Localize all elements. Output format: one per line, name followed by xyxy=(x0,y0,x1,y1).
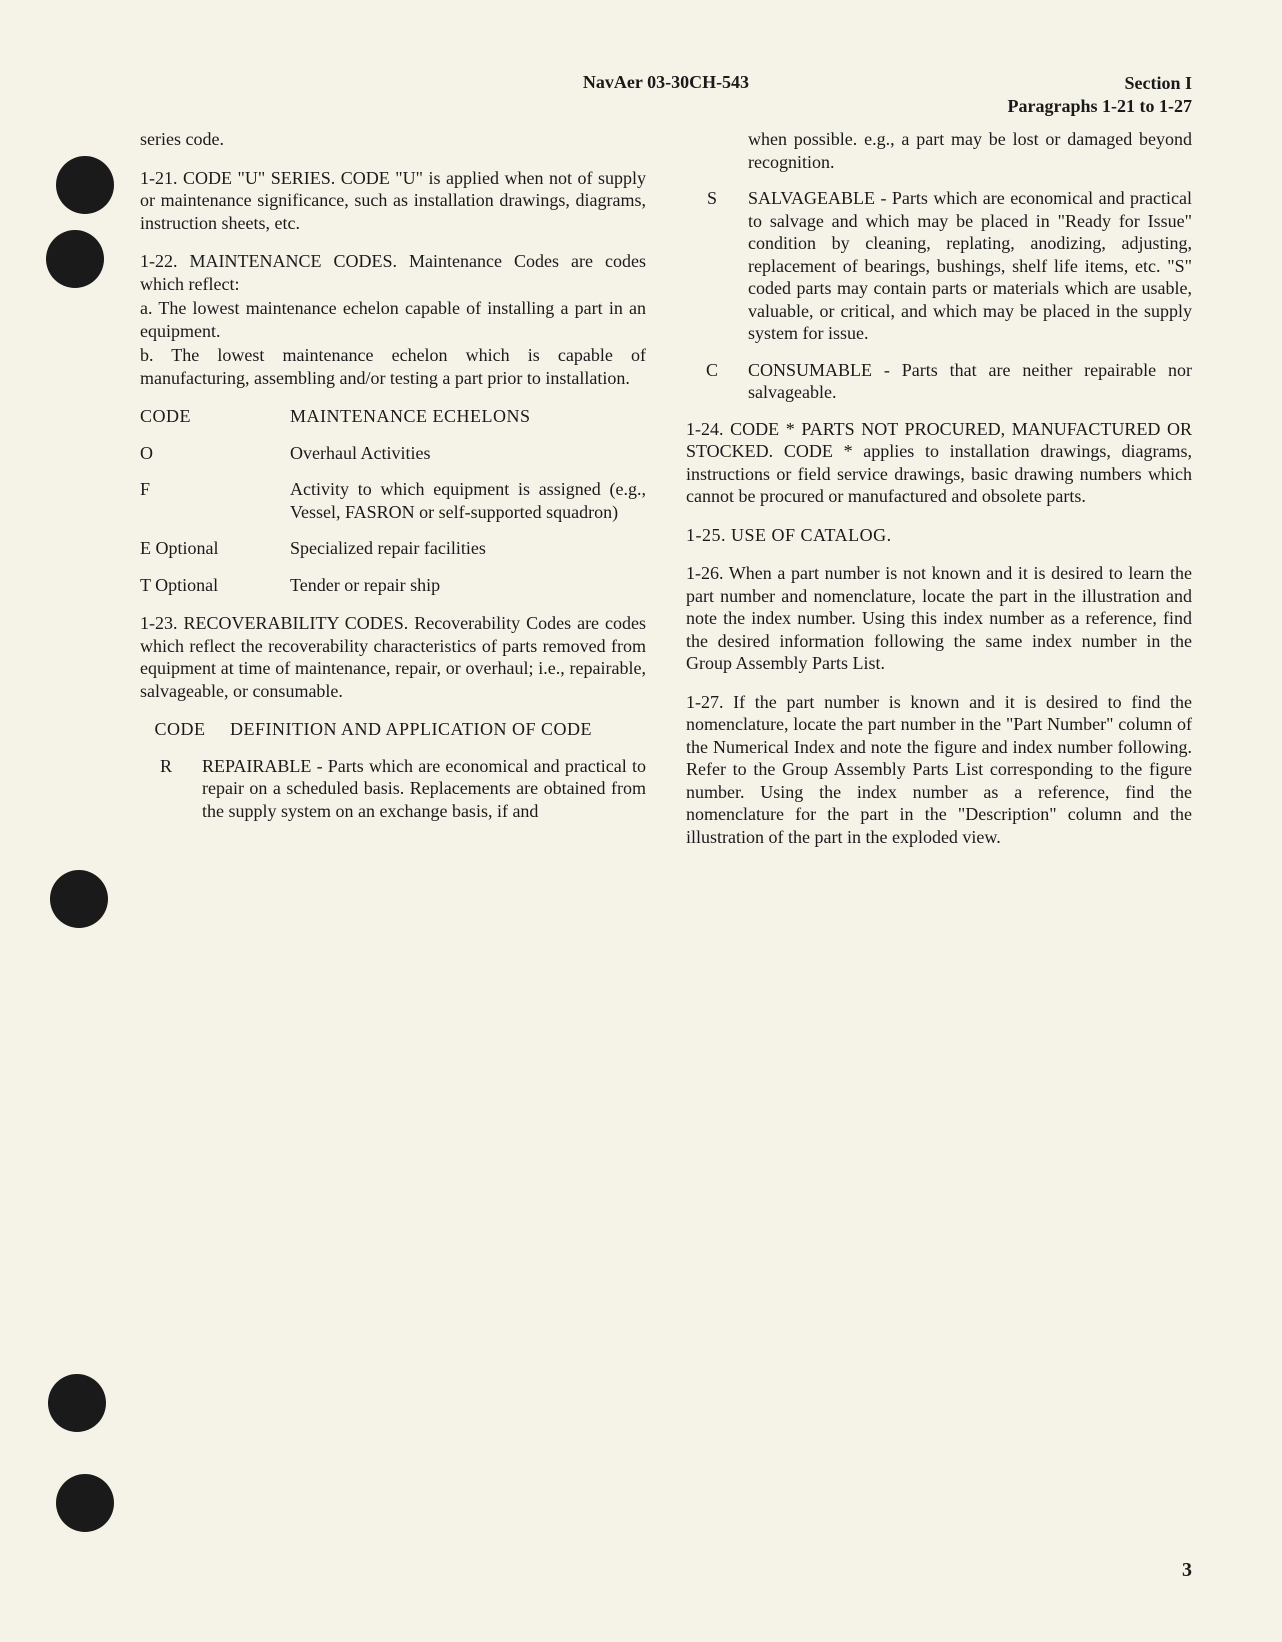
series-code-line: series code. xyxy=(140,128,646,151)
code-s: S xyxy=(686,187,748,345)
maintenance-code-table: CODE MAINTENANCE ECHELONS O Overhaul Act… xyxy=(140,405,646,596)
left-column: series code. 1-21. CODE "U" SERIES. CODE… xyxy=(140,128,646,864)
paragraph-1-25: 1-25. USE OF CATALOG. xyxy=(686,524,1192,547)
paragraph-1-22: 1-22. MAINTENANCE CODES. Maintenance Cod… xyxy=(140,250,646,389)
echelon-cell: Tender or repair ship xyxy=(290,574,646,597)
punch-hole xyxy=(48,1374,106,1432)
table-header-row: CODE MAINTENANCE ECHELONS xyxy=(140,405,646,428)
table-row: E Optional Specialized repair facilities xyxy=(140,537,646,560)
paragraph-1-23: 1-23. RECOVERABILITY CODES. Recoverabili… xyxy=(140,612,646,702)
p122-head: 1-22. MAINTENANCE CODES. Maintenance Cod… xyxy=(140,250,646,295)
echelon-cell: Specialized repair facilities xyxy=(290,537,646,560)
paragraph-1-24: 1-24. CODE * PARTS NOT PROCURED, MANUFAC… xyxy=(686,418,1192,508)
table-row: F Activity to which equipment is assigne… xyxy=(140,478,646,523)
definition-c: CONSUMABLE - Parts that are neither repa… xyxy=(748,359,1192,404)
code-c: C xyxy=(686,359,748,404)
echelon-cell: Activity to which equipment is assigned … xyxy=(290,478,646,523)
p122-item-b: b. The lowest maintenance echelon which … xyxy=(140,344,646,389)
paragraph-1-27: 1-27. If the part number is known and it… xyxy=(686,691,1192,849)
col-header-code: CODE xyxy=(140,718,230,741)
table-row: O Overhaul Activities xyxy=(140,442,646,465)
paragraph-range: Paragraphs 1-21 to 1-27 xyxy=(1008,95,1192,118)
definition-row-r: R REPAIRABLE - Parts which are economica… xyxy=(140,755,646,823)
section-label: Section I xyxy=(1008,72,1192,95)
definition-r-continued: when possible. e.g., a part may be lost … xyxy=(686,128,1192,173)
punch-hole xyxy=(46,230,104,288)
header-right: Section I Paragraphs 1-21 to 1-27 xyxy=(1008,72,1192,119)
paragraph-1-21: 1-21. CODE "U" SERIES. CODE "U" is appli… xyxy=(140,167,646,235)
right-column: when possible. e.g., a part may be lost … xyxy=(686,128,1192,864)
echelon-cell: Overhaul Activities xyxy=(290,442,646,465)
code-blank xyxy=(686,128,748,173)
col-header-echelons: MAINTENANCE ECHELONS xyxy=(290,405,646,428)
code-cell: T Optional xyxy=(140,574,290,597)
definition-s: SALVAGEABLE - Parts which are economical… xyxy=(748,187,1192,345)
punch-hole xyxy=(56,156,114,214)
code-cell: F xyxy=(140,478,290,523)
code-cell: O xyxy=(140,442,290,465)
punch-hole xyxy=(50,870,108,928)
document-page: NavAer 03-30CH-543 Section I Paragraphs … xyxy=(0,0,1282,1642)
definition-r: REPAIRABLE - Parts which are economical … xyxy=(202,755,646,823)
col-header-definition: DEFINITION AND APPLICATION OF CODE xyxy=(230,718,646,741)
table-row: T Optional Tender or repair ship xyxy=(140,574,646,597)
definition-header: CODE DEFINITION AND APPLICATION OF CODE xyxy=(140,718,646,741)
page-number: 3 xyxy=(1182,1559,1192,1582)
content-columns: series code. 1-21. CODE "U" SERIES. CODE… xyxy=(140,128,1192,864)
page-header: NavAer 03-30CH-543 Section I Paragraphs … xyxy=(140,72,1192,93)
code-r: R xyxy=(140,755,202,823)
paragraph-1-26: 1-26. When a part number is not known an… xyxy=(686,562,1192,675)
punch-hole xyxy=(56,1474,114,1532)
code-cell: E Optional xyxy=(140,537,290,560)
definition-r-cont: when possible. e.g., a part may be lost … xyxy=(748,128,1192,173)
col-header-code: CODE xyxy=(140,405,290,428)
p122-item-a: a. The lowest maintenance echelon capabl… xyxy=(140,297,646,342)
definition-row-s: S SALVAGEABLE - Parts which are economic… xyxy=(686,187,1192,345)
definition-row-c: C CONSUMABLE - Parts that are neither re… xyxy=(686,359,1192,404)
